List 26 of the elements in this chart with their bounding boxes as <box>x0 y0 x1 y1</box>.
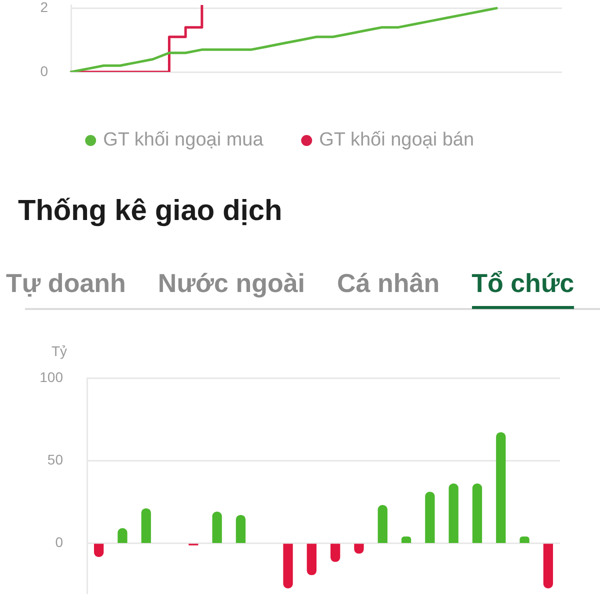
bar <box>236 514 246 543</box>
y-tick-label: 0 <box>55 534 64 550</box>
legend-label: GT khối ngoại mua <box>103 130 264 151</box>
bar <box>141 508 151 543</box>
bar <box>496 432 506 543</box>
bar <box>306 544 317 576</box>
text: Cá nhân <box>337 268 440 298</box>
bar <box>448 484 458 543</box>
y-tick-label: 2 <box>40 0 48 16</box>
y-axis-title: Tỷ <box>51 342 67 359</box>
bar <box>378 505 388 543</box>
y-tick-label: 0 <box>40 62 48 79</box>
bar <box>330 544 340 562</box>
bar <box>118 528 128 543</box>
legend-label: GT khối ngoại bán <box>319 130 474 151</box>
bar <box>283 544 293 588</box>
text: Nước ngoài <box>158 268 306 298</box>
text: Tự doanh <box>6 268 126 298</box>
chart-title: Thống kê giao dịch <box>18 195 282 227</box>
bar <box>543 544 554 588</box>
text: Tổ chức <box>472 268 574 298</box>
bar <box>212 512 222 543</box>
bar <box>425 492 435 543</box>
y-tick-label: 100 <box>40 368 64 385</box>
y-tick-label: 50 <box>47 452 64 468</box>
bar <box>472 484 482 543</box>
